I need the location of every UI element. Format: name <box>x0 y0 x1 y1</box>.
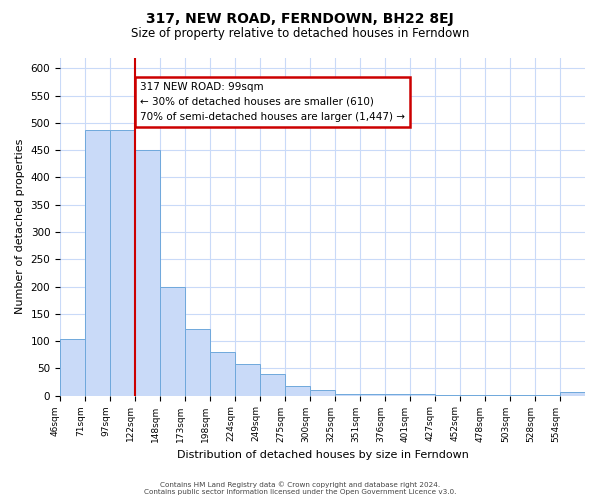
Bar <box>410 394 435 396</box>
Text: Contains HM Land Registry data © Crown copyright and database right 2024.: Contains HM Land Registry data © Crown c… <box>160 481 440 488</box>
Bar <box>435 395 460 396</box>
Text: Contains public sector information licensed under the Open Government Licence v3: Contains public sector information licen… <box>144 489 456 495</box>
Bar <box>385 394 410 396</box>
Bar <box>535 395 560 396</box>
Bar <box>60 340 85 396</box>
Bar <box>310 390 335 396</box>
Bar <box>285 386 310 396</box>
Text: 317 NEW ROAD: 99sqm
← 30% of detached houses are smaller (610)
70% of semi-detac: 317 NEW ROAD: 99sqm ← 30% of detached ho… <box>140 82 405 122</box>
Bar <box>485 395 510 396</box>
Bar <box>185 329 210 396</box>
Bar <box>335 394 360 396</box>
Bar <box>210 352 235 396</box>
Bar <box>260 374 285 396</box>
Text: 317, NEW ROAD, FERNDOWN, BH22 8EJ: 317, NEW ROAD, FERNDOWN, BH22 8EJ <box>146 12 454 26</box>
Bar <box>510 395 535 396</box>
Text: Size of property relative to detached houses in Ferndown: Size of property relative to detached ho… <box>131 28 469 40</box>
Bar <box>110 130 135 396</box>
Y-axis label: Number of detached properties: Number of detached properties <box>15 139 25 314</box>
Bar <box>560 392 585 396</box>
Bar <box>135 150 160 396</box>
Bar <box>360 394 385 396</box>
Bar <box>460 395 485 396</box>
Bar <box>235 364 260 396</box>
Bar <box>85 130 110 396</box>
Bar <box>160 286 185 396</box>
X-axis label: Distribution of detached houses by size in Ferndown: Distribution of detached houses by size … <box>176 450 469 460</box>
